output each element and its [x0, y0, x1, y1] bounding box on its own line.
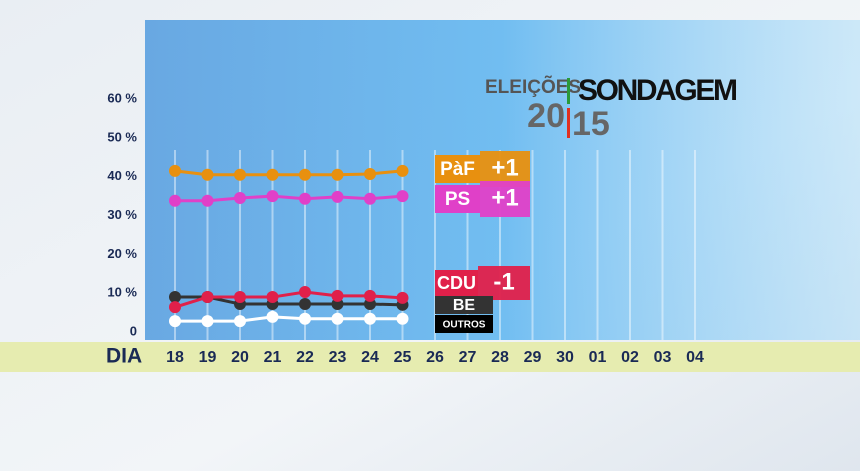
data-point — [234, 291, 246, 304]
data-point — [266, 291, 279, 304]
change-label: +1 — [491, 154, 518, 181]
x-tick-label: 03 — [654, 349, 672, 366]
y-tick-label: 20 % — [107, 246, 137, 261]
data-point — [169, 315, 181, 328]
y-tick-label: 30 % — [107, 207, 137, 222]
data-point — [364, 192, 376, 205]
data-point — [364, 312, 376, 325]
x-tick-label: 20 — [231, 349, 249, 366]
data-point — [331, 312, 344, 325]
x-tick-label: 30 — [556, 349, 574, 366]
data-point — [331, 289, 344, 302]
data-point — [299, 168, 311, 181]
data-point — [364, 289, 376, 302]
legend-label: OUTROS — [443, 320, 486, 331]
series-tag — [435, 315, 493, 333]
change-label: +1 — [491, 184, 518, 211]
data-point — [234, 168, 246, 181]
data-point — [234, 192, 246, 205]
x-axis-label: DIA — [106, 345, 142, 368]
y-tick-label: 60 % — [107, 90, 137, 105]
data-point — [396, 190, 409, 203]
data-point — [266, 310, 279, 323]
data-point — [299, 298, 311, 311]
x-tick-label: 02 — [621, 349, 639, 366]
series-tag — [435, 155, 480, 183]
data-point — [299, 286, 311, 299]
legend-label: PS — [445, 189, 470, 210]
data-point — [201, 315, 214, 328]
y-tick-label: 50 % — [107, 129, 137, 144]
data-point — [201, 194, 214, 207]
series-tag — [435, 296, 493, 314]
data-point — [266, 168, 279, 181]
y-tick-label: 10 % — [107, 285, 137, 300]
data-point — [299, 192, 311, 205]
y-tick-label: 40 % — [107, 168, 137, 183]
x-tick-label: 21 — [264, 349, 282, 366]
x-tick-label: 28 — [491, 349, 509, 366]
data-point — [169, 164, 181, 177]
data-point — [396, 291, 409, 304]
legend-label: BE — [453, 297, 476, 314]
data-point — [396, 312, 409, 325]
data-point — [234, 315, 246, 328]
change-tag — [480, 181, 530, 217]
data-point — [201, 291, 214, 304]
x-tick-label: 29 — [524, 349, 542, 366]
data-point — [364, 167, 376, 180]
data-point — [266, 190, 279, 203]
data-point — [396, 164, 409, 177]
data-point — [169, 194, 181, 207]
y-tick-label: 0 — [130, 323, 137, 338]
data-point — [331, 190, 344, 203]
change-label: -1 — [493, 268, 514, 295]
data-point — [299, 312, 311, 325]
axis-band — [0, 342, 860, 372]
data-point — [169, 291, 181, 304]
x-tick-label: 04 — [686, 349, 704, 366]
x-tick-label: 24 — [361, 349, 379, 366]
x-tick-label: 27 — [459, 349, 477, 366]
x-tick-label: 26 — [426, 349, 444, 366]
brand-year-a: 20 — [527, 97, 565, 135]
data-point — [331, 168, 344, 181]
legend-label: CDU — [437, 273, 476, 293]
brand-line1: ELEIÇÕES — [485, 76, 581, 98]
x-tick-label: 22 — [296, 349, 314, 366]
x-tick-label: 19 — [199, 349, 217, 366]
flag-bar — [567, 78, 570, 104]
x-tick-label: 23 — [329, 349, 347, 366]
brand-title: SONDAGEM — [578, 74, 738, 107]
x-tick-label: 01 — [589, 349, 607, 366]
series-tag — [435, 270, 478, 296]
legend-label: PàF — [440, 159, 475, 180]
change-tag — [478, 266, 530, 300]
series-tag — [435, 185, 480, 213]
data-point — [169, 301, 181, 314]
x-tick-label: 25 — [394, 349, 412, 366]
brand-year-b: 15 — [572, 105, 610, 143]
x-tick-label: 18 — [166, 349, 184, 366]
data-point — [201, 168, 214, 181]
flag-bar — [567, 108, 570, 138]
